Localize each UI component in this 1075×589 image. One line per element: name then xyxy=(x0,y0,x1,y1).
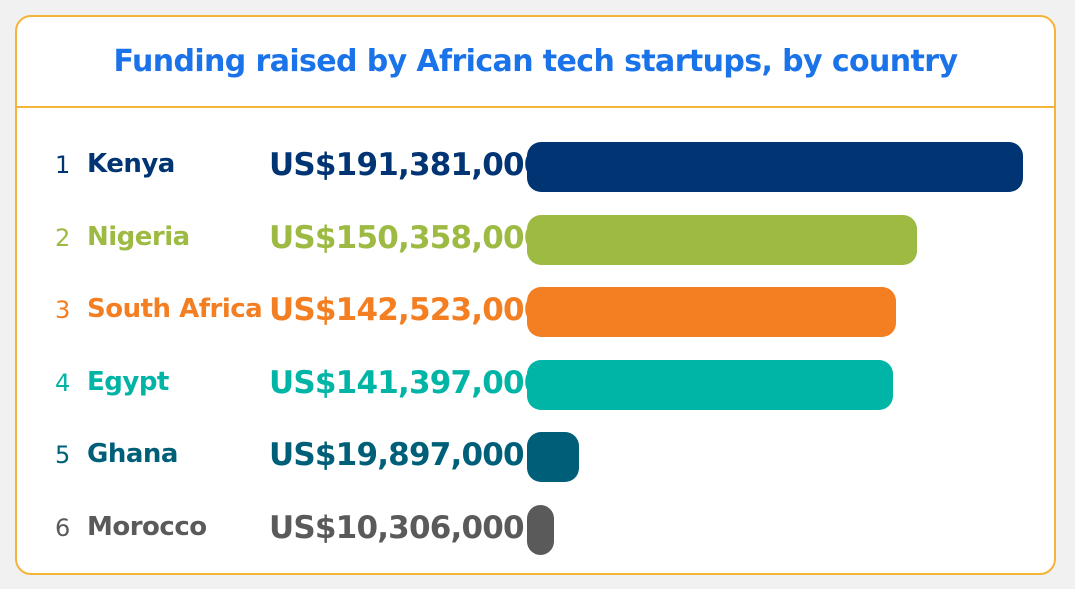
chart-header: Funding raised by African tech startups,… xyxy=(17,17,1054,108)
value-label: US$150,358,000 xyxy=(269,219,545,256)
category-label: Ghana xyxy=(87,439,178,469)
rank-label: 3 xyxy=(55,296,71,324)
bar xyxy=(527,432,579,482)
rank-label: 6 xyxy=(55,513,71,542)
bar-row-egypt: 4 Egypt US$141,397,000 xyxy=(17,357,1054,417)
chart-card: Funding raised by African tech startups,… xyxy=(15,15,1056,575)
value-label: US$141,397,000 xyxy=(269,364,545,401)
rank-label: 1 xyxy=(55,151,71,179)
rank-label: 2 xyxy=(55,223,71,252)
value-label: US$10,306,000 xyxy=(269,509,525,546)
bar-row-morocco: 6 Morocco US$10,306,000 xyxy=(17,502,1054,562)
category-label: Egypt xyxy=(87,366,169,397)
bar xyxy=(527,504,554,555)
chart-title: Funding raised by African tech startups,… xyxy=(113,44,959,79)
rank-label: 4 xyxy=(55,368,71,397)
bar xyxy=(527,287,897,337)
bar-row-nigeria: 2 Nigeria US$150,358,000 xyxy=(17,212,1054,272)
bar-row-south-africa: 3 South Africa US$142,523,000 xyxy=(17,284,1054,344)
bar xyxy=(527,142,1023,192)
value-label: US$142,523,000 xyxy=(269,292,545,328)
rank-label: 5 xyxy=(55,441,71,469)
category-label: Kenya xyxy=(87,149,175,179)
bar xyxy=(527,359,894,410)
bar-row-kenya: 1 Kenya US$191,381,000 xyxy=(17,139,1054,199)
value-label: US$19,897,000 xyxy=(269,437,525,473)
bar-row-ghana: 5 Ghana US$19,897,000 xyxy=(17,429,1054,489)
value-label: US$191,381,000 xyxy=(269,147,545,183)
category-label: South Africa xyxy=(87,294,263,324)
bar xyxy=(527,214,917,265)
category-label: Morocco xyxy=(87,511,207,542)
category-label: Nigeria xyxy=(87,221,190,252)
